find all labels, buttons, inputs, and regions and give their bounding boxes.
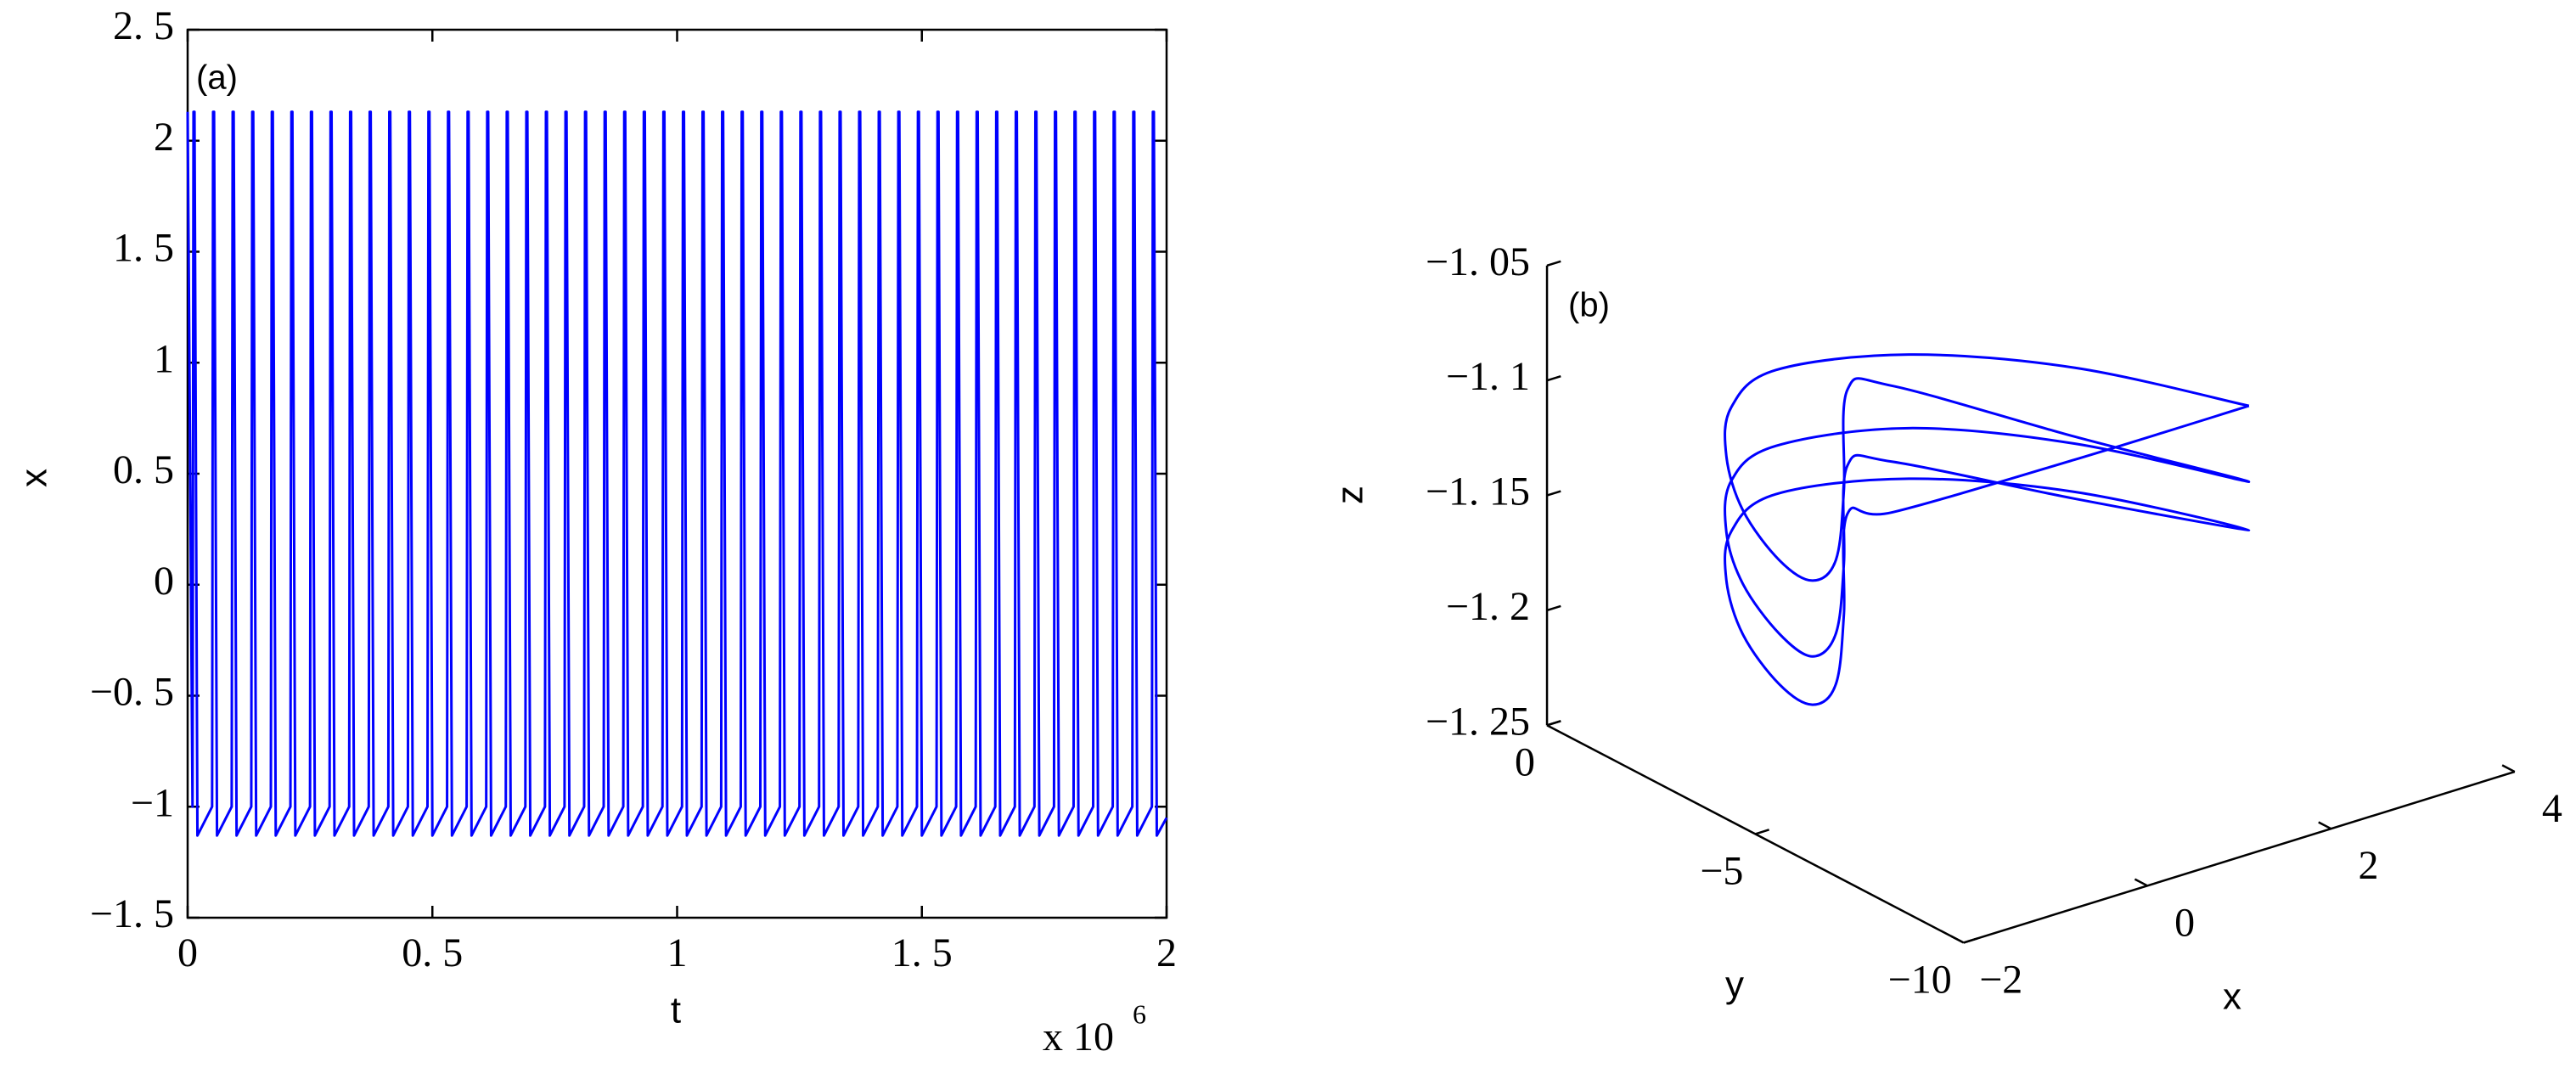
z-tick-label: −1. 25 bbox=[1426, 699, 1530, 744]
x-tick-label: 4 bbox=[2542, 786, 2562, 831]
x-tick-label: 0. 5 bbox=[402, 930, 463, 975]
x-tick-label: −2 bbox=[1979, 957, 2022, 1002]
y-tick-label: −0. 5 bbox=[90, 670, 174, 715]
x-axis-label: t bbox=[671, 990, 681, 1031]
y-tick-label: 1. 5 bbox=[113, 226, 174, 271]
z-tick-label: −1. 1 bbox=[1446, 354, 1530, 399]
z-tick bbox=[1546, 490, 1561, 497]
z-tick bbox=[1546, 720, 1561, 727]
y-tick-label: 2. 5 bbox=[113, 3, 174, 48]
y-axis-label: y bbox=[1725, 964, 1744, 1006]
x-tick-label: 1. 5 bbox=[891, 930, 953, 975]
x-scale-label: x 10 bbox=[1043, 1014, 1114, 1059]
x-tick bbox=[2318, 821, 2332, 830]
trajectory bbox=[1724, 353, 2251, 706]
y-tick-label: 2 bbox=[154, 115, 174, 160]
z-tick bbox=[1546, 260, 1561, 267]
y-tick-label: 1 bbox=[154, 336, 174, 381]
x-axis bbox=[1963, 770, 2516, 944]
z-tick-label: −1. 2 bbox=[1446, 584, 1530, 629]
x-tick bbox=[1950, 935, 1965, 944]
x-axis-label: x bbox=[2223, 976, 2241, 1018]
y-tick-label: 0 bbox=[154, 559, 174, 604]
x-tick-label: 0 bbox=[2174, 900, 2195, 945]
x-tick-label: 2 bbox=[1156, 930, 1177, 975]
y-tick bbox=[1755, 829, 1770, 835]
z-tick bbox=[1546, 374, 1561, 382]
y-axis-label: x bbox=[14, 469, 55, 487]
x-tick-label: 2 bbox=[2358, 843, 2378, 888]
z-tick-label: −1. 15 bbox=[1426, 469, 1530, 514]
x-tick-label: 0 bbox=[177, 930, 198, 975]
x-tick-label: 1 bbox=[667, 930, 688, 975]
y-tick-label: −5 bbox=[1700, 848, 1743, 893]
x-tick bbox=[2501, 764, 2516, 773]
y-tick-label: 0. 5 bbox=[113, 447, 174, 492]
y-tick-label: −1. 5 bbox=[90, 891, 174, 936]
z-axis-label: z bbox=[1330, 486, 1371, 504]
panel-label: (a) bbox=[196, 59, 238, 97]
panel-label: (b) bbox=[1568, 287, 1610, 324]
data-line bbox=[186, 110, 1168, 837]
z-tick-label: −1. 05 bbox=[1426, 239, 1530, 284]
y-tick-label: 0 bbox=[1515, 739, 1535, 784]
x-scale-exponent: 6 bbox=[1133, 998, 1146, 1029]
y-tick-label: −10 bbox=[1888, 957, 1952, 1002]
y-tick-label: −1 bbox=[131, 780, 174, 825]
x-tick bbox=[2134, 878, 2148, 887]
y-tick bbox=[1963, 937, 1978, 944]
z-tick bbox=[1546, 604, 1561, 612]
